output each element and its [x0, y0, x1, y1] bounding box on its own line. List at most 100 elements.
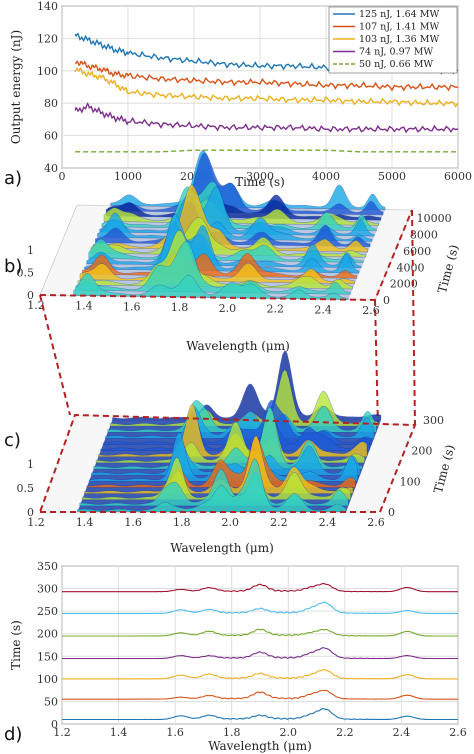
legend-box [328, 6, 458, 74]
d-x-tick-1.2: 1.2 [53, 726, 71, 739]
series-line-1 [74, 60, 459, 92]
c-y-tick-300: 300 [423, 414, 444, 427]
y-tick-40: 40 [44, 162, 58, 175]
c-spectrum-row-4 [86, 436, 356, 488]
b-z-tick-0.5: 0.5 [17, 267, 35, 280]
panel-b-chart: 1.2 1.4 1.6 1.8 2.0 2.2 2.4 2.60200040006000800… [4, 150, 461, 353]
b-x-tick-2.2: 2.2 [267, 303, 285, 316]
y-tick-140: 140 [37, 0, 58, 13]
b-y-tick-2000: 2000 [390, 278, 418, 291]
c-x-tick-2.0: 2.0 [222, 516, 240, 529]
panel-b-xlabel: Wavelength (μm) [186, 339, 290, 353]
d-y-tick-50: 50 [44, 695, 58, 708]
c-y-tick-100: 100 [400, 475, 421, 488]
panel-label-a: a) [4, 168, 22, 189]
d-x-tick-1.8: 1.8 [223, 726, 241, 739]
b-x-tick-1.4: 1.4 [75, 300, 93, 313]
d-x-tick-2.4: 2.4 [393, 726, 411, 739]
b-y-tick-8000: 8000 [410, 229, 438, 242]
b-y-tick-10000: 10000 [417, 212, 452, 225]
panel-d-xlabel: Wavelength (μm) [208, 739, 312, 753]
b-x-tick-2.4: 2.4 [314, 303, 332, 316]
panel-label-b: b) [4, 256, 22, 277]
panel-d-chart: 1.2 1.4 1.6 1.8 2.0 2.2 2.4 2.6 0 50 100 150 200 250 3… [4, 560, 467, 753]
d-x-tick-2.6: 2.6 [449, 726, 467, 739]
c-y-tick-200: 200 [411, 445, 432, 458]
b-spectrum-row-7 [88, 238, 364, 263]
series-line-4 [75, 149, 458, 153]
panel-d-series [62, 583, 458, 721]
c-x-tick-1.4: 1.4 [76, 516, 94, 529]
d-y-tick-200: 200 [37, 628, 58, 641]
d-x-tick-2.0: 2.0 [280, 726, 298, 739]
d-spectrum-4 [62, 628, 458, 637]
panel-b-ticks: 1.2 1.4 1.6 1.8 2.0 2.2 2.4 2.60200040006000800… [17, 212, 452, 317]
panel-label-d: d) [4, 724, 22, 745]
d-spectrum-5 [62, 601, 458, 614]
b-spectrum-row-1 [75, 241, 351, 295]
c-z-tick-1: 1 [27, 458, 34, 471]
c-spectrum-row-1 [79, 468, 349, 507]
panel-c-xlabel: Wavelength (μm) [170, 541, 274, 555]
d-y-tick-0: 0 [51, 718, 58, 731]
panel-a-ylabel: Output energy (nJ) [9, 30, 23, 144]
connector-left [39, 294, 71, 416]
b-spectrum-row-6 [86, 222, 362, 268]
panel-a-chart: 0100020003000400050006000406080100120140… [4, 0, 472, 189]
panel-d-ticks: 1.2 1.4 1.6 1.8 2.0 2.2 2.4 2.6 0 50 100 150 200 250 3… [37, 560, 467, 739]
series-line-2 [74, 67, 459, 108]
c-x-tick-2.6: 2.6 [367, 516, 385, 529]
c-x-tick-2.4: 2.4 [319, 516, 337, 529]
panel-c-spectral-peaks [77, 350, 382, 513]
b-x-tick-1.6: 1.6 [123, 300, 141, 313]
series-line-3 [74, 102, 459, 134]
legend-label-2: 103 nJ, 1.36 MW [359, 34, 439, 45]
b-z-tick-0: 0 [27, 289, 34, 302]
d-y-tick-300: 300 [37, 583, 58, 596]
d-x-tick-1.4: 1.4 [110, 726, 128, 739]
d-y-tick-350: 350 [37, 560, 58, 573]
b-z-tick-1: 1 [27, 244, 34, 257]
y-tick-100: 100 [37, 65, 58, 78]
b-spectrum-row-0 [73, 273, 349, 300]
panel-d-frame [61, 565, 459, 725]
c-x-tick-1.6: 1.6 [124, 516, 142, 529]
d-spectrum-1 [62, 689, 458, 700]
panel-d-ylabel: Time (s) [9, 620, 23, 670]
d-y-tick-250: 250 [37, 605, 58, 618]
x-tick-1000: 1000 [114, 170, 142, 183]
legend-label-1: 107 nJ, 1.41 MW [359, 22, 439, 33]
c-x-tick-2.2: 2.2 [270, 516, 288, 529]
b-spectrum-row-13 [101, 181, 377, 231]
d-spectrum-0 [62, 708, 458, 721]
panel-c-chart: 1.2 1.4 1.6 1.8 2.0 2.2 2.4 2.6010020030000.51 … [4, 350, 457, 555]
d-y-tick-150: 150 [37, 650, 58, 663]
c-y-tick-0: 0 [388, 506, 395, 519]
c-spectrum-row-15 [112, 350, 382, 421]
b-x-tick-2.0: 2.0 [219, 302, 237, 315]
c-spectrum-row-8 [95, 407, 365, 464]
panel-b-ylabel: Time (s) [435, 243, 461, 295]
legend-label-3: 74 nJ, 0.97 MW [359, 47, 433, 58]
panel-c-ylabel: Time (s) [431, 443, 457, 495]
y-tick-80: 80 [44, 97, 58, 110]
b-spectrum-row-4 [82, 252, 358, 279]
b-x-tick-1.8: 1.8 [171, 301, 189, 314]
c-x-tick-1.8: 1.8 [173, 516, 191, 529]
b-spectrum-row-2 [77, 230, 353, 290]
y-tick-120: 120 [37, 32, 58, 45]
d-spectrum-3 [62, 647, 458, 660]
x-tick-5000: 5000 [378, 170, 406, 183]
x-tick-3000: 3000 [246, 170, 274, 183]
d-x-tick-2.2: 2.2 [336, 726, 354, 739]
b-y-tick-4000: 4000 [396, 261, 424, 274]
b-spectrum-row-9 [92, 184, 368, 253]
b-spectrum-row-10 [95, 201, 371, 247]
panel-label-c: c) [4, 430, 21, 451]
x-tick-0: 0 [59, 170, 66, 183]
legend-label-4: 50 nJ, 0.66 MW [359, 59, 433, 70]
d-x-tick-1.6: 1.6 [166, 726, 184, 739]
b-spectrum-row-11 [97, 212, 373, 242]
y-tick-60: 60 [44, 130, 58, 143]
